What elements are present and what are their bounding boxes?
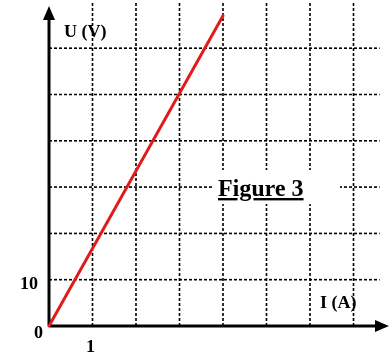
- grid: [49, 1, 380, 326]
- y-axis-arrow: [43, 6, 55, 20]
- figure-caption-background: [212, 170, 340, 204]
- x-axis-arrow: [375, 320, 389, 332]
- y-tick-label: 10: [20, 273, 38, 293]
- x-axis-label: I (A): [320, 292, 357, 313]
- series-layer: [47, 14, 225, 328]
- series-line: [47, 14, 225, 328]
- origin-label: 0: [34, 322, 43, 342]
- axes: [43, 6, 389, 332]
- figure-caption: Figure 3: [218, 176, 304, 202]
- x-tick-label: 1: [86, 336, 95, 355]
- y-axis-label: U (V): [64, 21, 107, 42]
